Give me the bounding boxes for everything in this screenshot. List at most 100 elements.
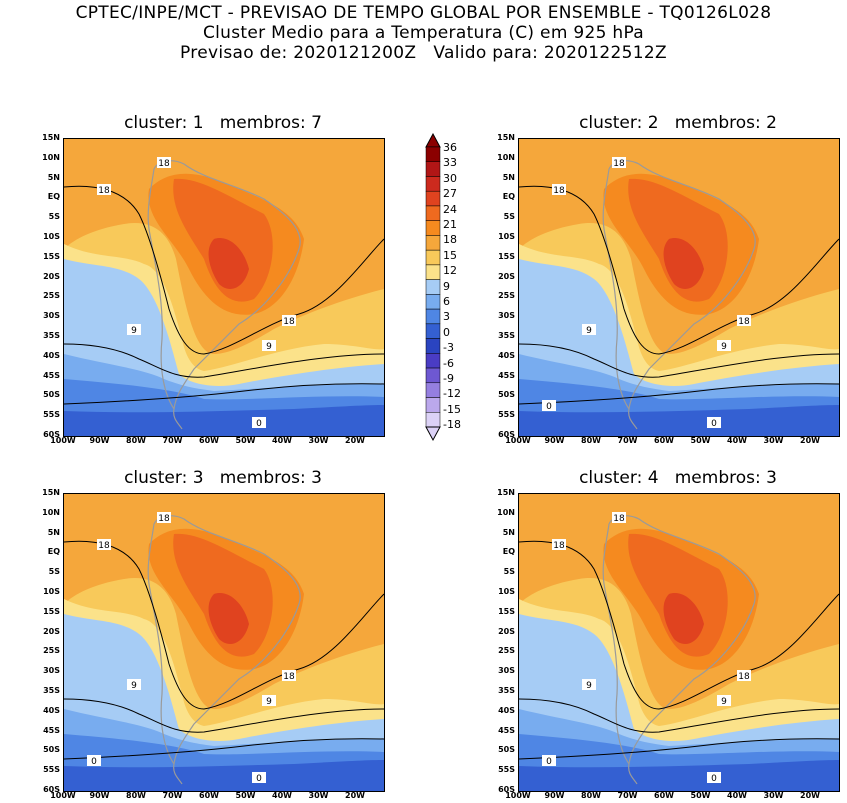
contour-label: 18 bbox=[98, 541, 110, 551]
contour-label-bg bbox=[97, 539, 111, 550]
contour-label-bg bbox=[552, 184, 566, 195]
temperature-band-0 bbox=[519, 405, 839, 436]
colorbar-label: 18 bbox=[443, 233, 457, 247]
contour-line bbox=[64, 343, 384, 378]
contour-label: 9 bbox=[586, 326, 592, 336]
contour-line bbox=[64, 698, 384, 733]
colorbar-label: -3 bbox=[443, 341, 454, 355]
latitude-tick-label: 55S bbox=[498, 765, 515, 775]
contour-label-bg bbox=[707, 417, 721, 428]
latitude-tick-label: 30S bbox=[498, 311, 515, 321]
contour-label: 18 bbox=[738, 317, 750, 327]
colorbar-segment bbox=[425, 190, 441, 207]
longitude-tick-label: 60W bbox=[199, 436, 219, 445]
longitude-tick-label: 100W bbox=[505, 791, 531, 800]
contour-label-bg bbox=[252, 772, 266, 783]
contour-label: 18 bbox=[553, 541, 565, 551]
contour-label: 0 bbox=[711, 419, 717, 429]
map-panel-cluster-3: 18 18 18 9 9 0 0 bbox=[63, 493, 385, 792]
longitude-tick-label: 40W bbox=[727, 791, 747, 800]
longitude-tick-label: 60W bbox=[199, 791, 219, 800]
contour-label: 18 bbox=[738, 672, 750, 682]
latitude-tick-label: 35S bbox=[43, 331, 60, 340]
temperature-band-0 bbox=[64, 760, 384, 791]
contour-label: 9 bbox=[131, 681, 137, 691]
colorbar-segment bbox=[425, 367, 441, 384]
latitude-tick-label: 15N bbox=[42, 133, 60, 142]
colorbar-label: 0 bbox=[443, 325, 450, 339]
latitude-tick-label: 15N bbox=[42, 488, 60, 497]
latitude-tick-label: 5N bbox=[47, 172, 60, 182]
latitude-tick-label: 10S bbox=[43, 587, 60, 596]
latitude-tick-label: 60S bbox=[43, 785, 60, 794]
latitude-tick-label: 50S bbox=[43, 745, 60, 755]
colorbar-label: -12 bbox=[443, 387, 461, 401]
latitude-tick-label: 30S bbox=[43, 666, 60, 676]
longitude-tick-label: 20W bbox=[345, 436, 365, 445]
coastline bbox=[147, 160, 301, 430]
longitude-tick-label: 90W bbox=[89, 791, 110, 800]
latitude-tick-label: 20S bbox=[498, 626, 515, 636]
longitude-tick-label: 20W bbox=[800, 436, 820, 445]
colorbar-segment bbox=[425, 279, 441, 295]
contour-label-bg bbox=[737, 670, 751, 681]
longitude-tick-label: 60W bbox=[654, 436, 674, 445]
contour-label: 18 bbox=[158, 159, 170, 169]
colorbar-label: 12 bbox=[443, 264, 457, 278]
temperature-band-27 bbox=[208, 238, 249, 289]
longitude-tick-label: 80W bbox=[581, 791, 601, 800]
contour-label: 9 bbox=[721, 697, 727, 707]
temperature-band-0 bbox=[519, 760, 839, 791]
colorbar-label: 33 bbox=[443, 156, 457, 170]
colorbar-label: 24 bbox=[443, 202, 457, 216]
latitude-tick-label: 45S bbox=[43, 725, 60, 735]
chart-title-line-1: CPTEC/INPE/MCT - PREVISAO DE TEMPO GLOBA… bbox=[75, 3, 772, 23]
latitude-tick-label: 10S bbox=[43, 232, 60, 241]
latitude-tick-label: 25S bbox=[43, 291, 60, 301]
contour-label: 9 bbox=[586, 681, 592, 691]
coastline bbox=[147, 515, 301, 785]
contour-line bbox=[519, 383, 839, 405]
colorbar-label: -18 bbox=[443, 418, 461, 432]
colorbar-segment bbox=[425, 323, 441, 339]
longitude-tick-label: 70W bbox=[617, 436, 638, 445]
latitude-tick-label: 50S bbox=[43, 390, 60, 400]
latitude-tick-label: 30S bbox=[498, 666, 515, 676]
colorbar-segment bbox=[425, 338, 441, 354]
latitude-tick-label: 5N bbox=[502, 172, 515, 182]
longitude-tick-label: 50W bbox=[690, 436, 711, 445]
contour-label: 9 bbox=[266, 342, 272, 352]
latitude-tick-label: 5S bbox=[48, 567, 60, 577]
latitude-tick-label: 25S bbox=[43, 646, 60, 656]
latitude-tick-label: 60S bbox=[498, 785, 515, 794]
contour-line bbox=[658, 593, 839, 710]
temperature-band-0 bbox=[64, 405, 384, 436]
colorbar-segment bbox=[425, 249, 441, 266]
temperature-band-27 bbox=[663, 238, 704, 289]
contour-label-bg bbox=[542, 400, 556, 411]
longitude-tick-label: 90W bbox=[544, 791, 565, 800]
colorbar-segment bbox=[425, 176, 441, 192]
contour-label: 0 bbox=[546, 757, 552, 767]
latitude-tick-label: 5S bbox=[48, 212, 60, 222]
latitude-tick-label: 15S bbox=[498, 606, 515, 616]
coastline bbox=[602, 515, 756, 785]
latitude-tick-label: 45S bbox=[498, 725, 515, 735]
temperature-band-27 bbox=[663, 593, 704, 644]
colorbar-label: 6 bbox=[443, 295, 450, 308]
colorbar-segment bbox=[425, 146, 441, 162]
longitude-tick-label: 90W bbox=[89, 436, 110, 445]
contour-line bbox=[203, 238, 384, 355]
contour-label-bg bbox=[717, 340, 731, 351]
contour-label: 18 bbox=[158, 514, 170, 524]
latitude-tick-label: 40S bbox=[43, 350, 60, 360]
latitude-tick-label: 40S bbox=[498, 705, 515, 715]
latitude-tick-label: 25S bbox=[498, 646, 515, 656]
latitude-tick-label: 10S bbox=[498, 587, 515, 596]
contour-label: 18 bbox=[283, 317, 295, 327]
contour-line bbox=[658, 238, 839, 355]
map-panel-cluster-4: 18 18 18 9 9 0 0 bbox=[518, 493, 840, 792]
colorbar-label: -9 bbox=[443, 372, 454, 385]
latitude-tick-label: 10N bbox=[497, 152, 515, 162]
longitude-tick-label: 50W bbox=[235, 791, 256, 800]
